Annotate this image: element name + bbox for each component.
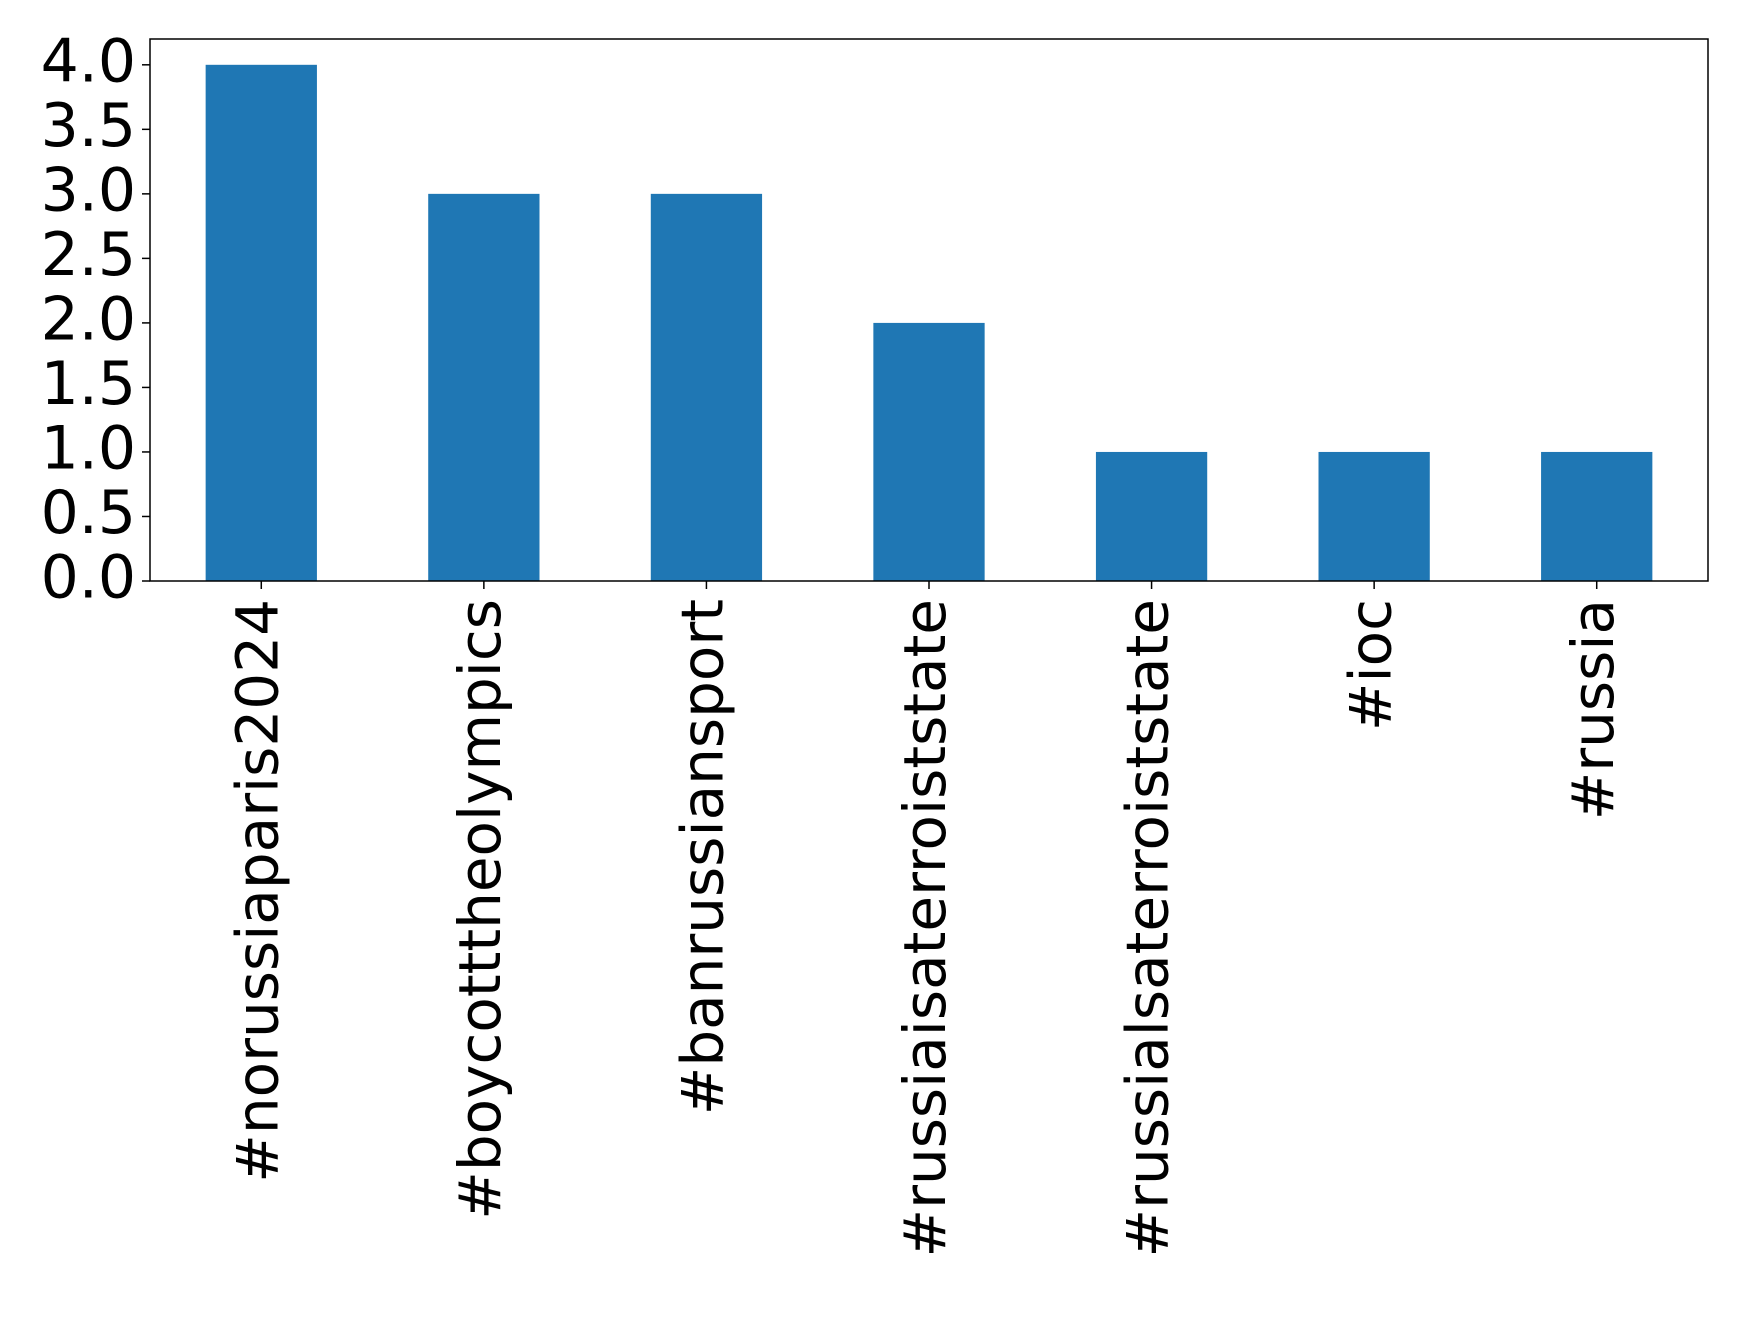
x-tick-label: #russia [1559, 599, 1627, 820]
y-tick-label: 1.0 [41, 414, 136, 484]
bar [650, 193, 763, 581]
y-tick-label: 4.0 [41, 26, 136, 96]
bar [1541, 451, 1653, 581]
y-tick-label: 0.0 [41, 543, 136, 613]
y-tick-label: 0.5 [41, 478, 136, 548]
x-tick-label: #russialsaterroiststate [1114, 599, 1182, 1257]
bar [1095, 451, 1208, 581]
x-tick-label: #boycotttheolympics [446, 599, 514, 1220]
bar [873, 322, 985, 581]
x-tick-label: #norussiaparis2024 [223, 599, 291, 1183]
bar [428, 193, 540, 581]
x-tick-label: #russiaisaterroiststate [891, 599, 959, 1257]
y-tick-label: 2.5 [41, 220, 136, 290]
y-tick-label: 3.0 [41, 155, 136, 225]
bar [205, 64, 317, 582]
bar [1318, 451, 1430, 581]
y-tick-label: 3.5 [41, 91, 136, 161]
x-tick-label: #banrussiansport [669, 599, 737, 1115]
x-tick-label: #ioc [1336, 599, 1404, 731]
y-tick-label: 1.5 [41, 349, 136, 419]
y-tick-label: 2.0 [41, 284, 136, 354]
plot-frame [149, 38, 1709, 582]
